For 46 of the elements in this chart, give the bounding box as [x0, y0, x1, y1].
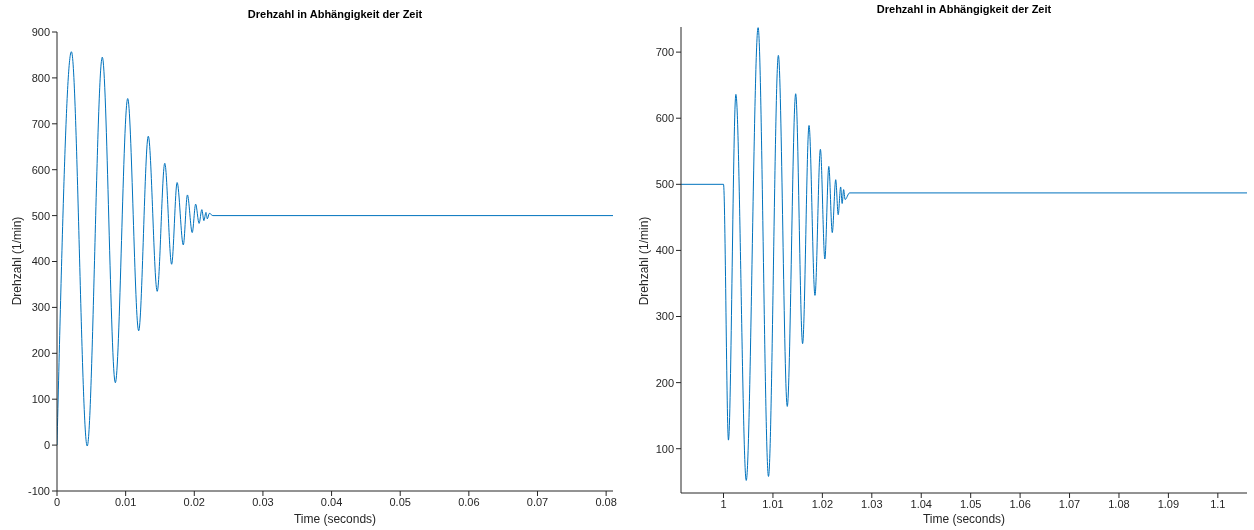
y-tick-label: 700: [31, 117, 50, 130]
y-tick-label: 100: [31, 393, 50, 406]
line-series: [681, 27, 1247, 481]
y-tick-label: 700: [655, 46, 674, 59]
y-tick-label: 600: [31, 163, 50, 176]
x-tick-label: 1.08: [1108, 497, 1130, 510]
y-tick-label: 500: [31, 209, 50, 222]
chart-title: Drehzahl in Abhängigkeit der Zeit: [246, 8, 424, 20]
y-axis-title: Drehzahl (1/min): [637, 216, 651, 306]
x-tick-label: 1.05: [959, 497, 982, 510]
x-tick-label: 1.09: [1157, 497, 1180, 510]
x-tick-label: 1: [720, 497, 727, 510]
y-tick-label: 600: [655, 112, 674, 125]
x-tick-label: 0.04: [320, 495, 343, 508]
x-tick-label: 1.06: [1009, 497, 1031, 510]
y-tick-label: 400: [655, 244, 674, 257]
x-tick-label: 1.1: [1210, 497, 1226, 510]
x-tick-label: 1.01: [762, 497, 784, 510]
x-tick-label: 0.03: [252, 495, 274, 508]
y-tick-label: -100: [27, 484, 50, 497]
y-tick-label: 200: [31, 347, 50, 360]
line-series: [57, 51, 613, 447]
y-tick-label: 0: [43, 439, 50, 452]
chart-title: Drehzahl in Abhängigkeit der Zeit: [875, 3, 1053, 15]
x-tick-label: 1.07: [1058, 497, 1081, 510]
y-tick-label: 300: [655, 310, 674, 323]
x-tick-label: 0.01: [114, 495, 137, 508]
x-tick-label: 0.02: [183, 495, 205, 508]
x-tick-label: 1.04: [910, 497, 932, 510]
x-tick-label: 1.02: [811, 497, 834, 510]
y-tick-label: 500: [655, 178, 674, 191]
x-tick-label: 0.05: [389, 495, 411, 508]
x-tick-label: 0: [53, 495, 61, 508]
y-tick-label: 200: [655, 376, 674, 389]
y-tick-label: 400: [31, 255, 50, 268]
x-tick-label: 0.08: [595, 495, 617, 508]
x-tick-label: 0.06: [458, 495, 480, 508]
y-tick-label: 800: [31, 71, 50, 84]
y-tick-label: 100: [655, 442, 674, 455]
x-axis-title: Time (seconds): [921, 512, 1007, 526]
y-tick-label: 900: [31, 25, 50, 38]
y-tick-label: 300: [31, 301, 50, 314]
x-tick-label: 1.03: [861, 497, 883, 510]
y-axis-title: Drehzahl (1/min): [10, 216, 24, 306]
x-axis-title: Time (seconds): [292, 512, 378, 526]
x-tick-label: 0.07: [526, 495, 549, 508]
